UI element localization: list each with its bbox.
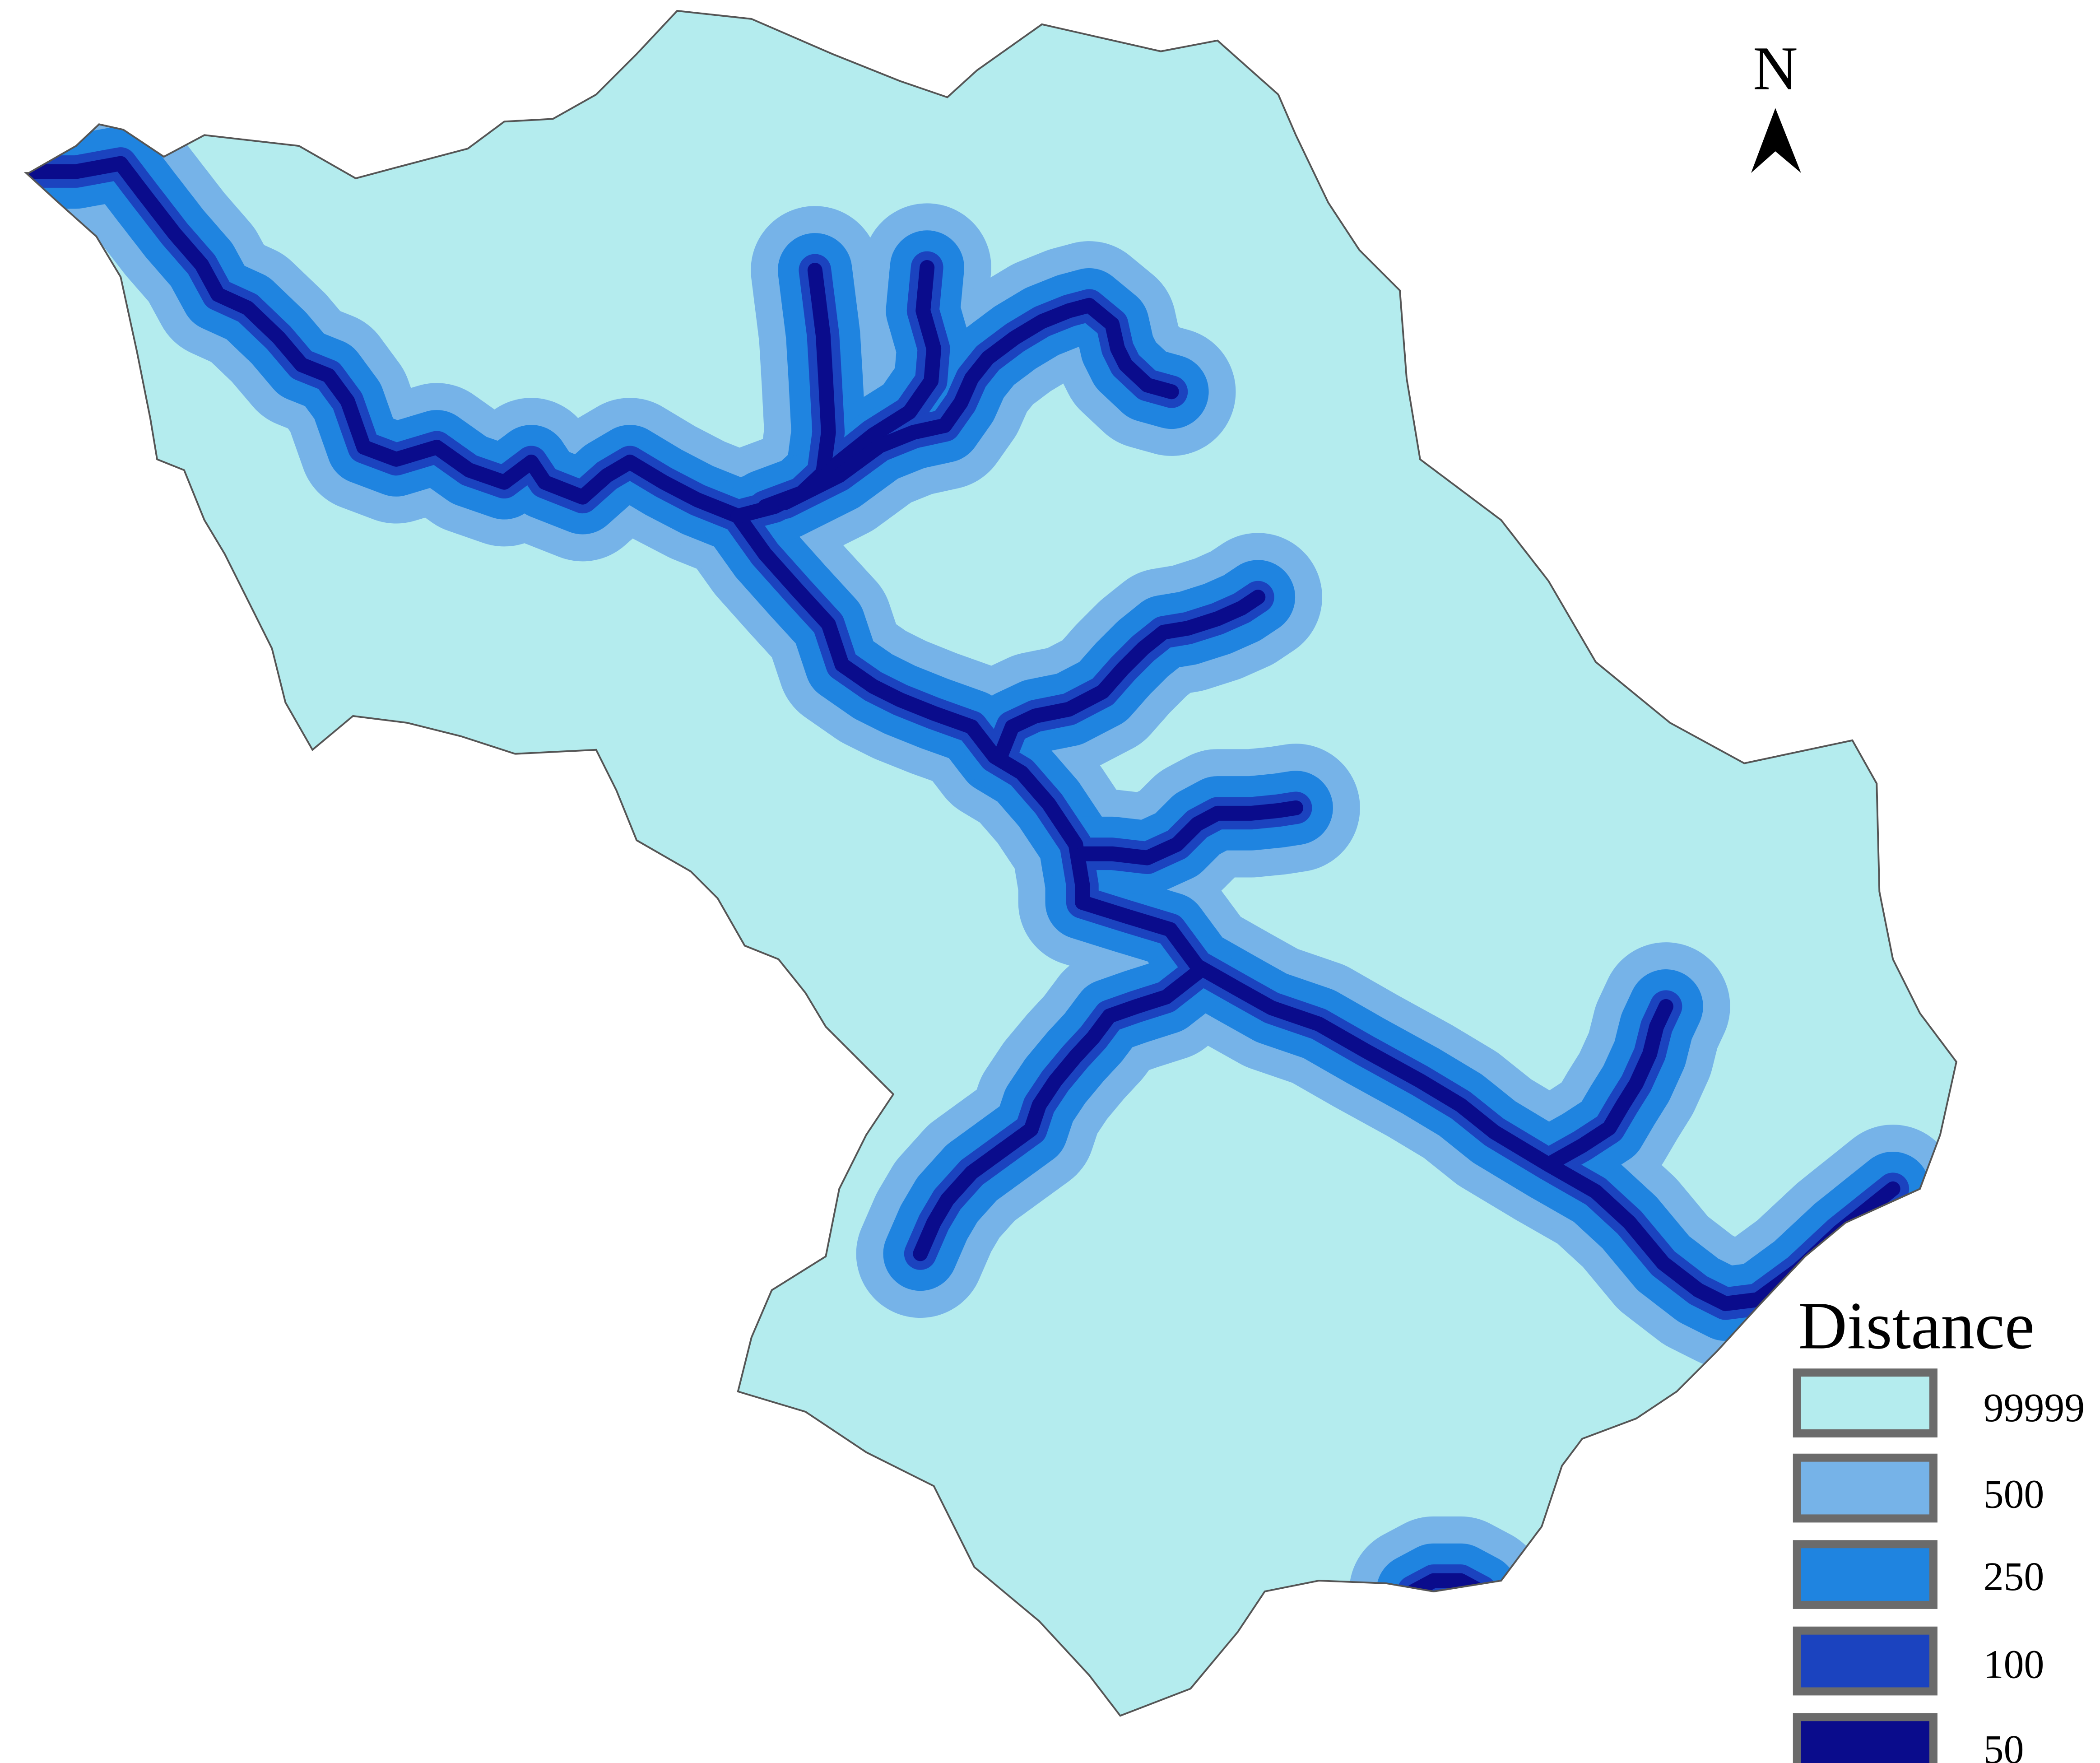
legend-title: Distance (1798, 1289, 2035, 1363)
stream-buffer-segment (994, 590, 1266, 762)
north-arrow: N (1751, 33, 1801, 173)
legend-swatch (1793, 1453, 1937, 1523)
legend-item: 99999 (1793, 1368, 2085, 1437)
legend-item: 50 (1793, 1713, 2024, 1763)
legend-label: 100 (1984, 1642, 2044, 1687)
legend-swatch (1793, 1540, 1937, 1609)
basin-region (26, 10, 1956, 1716)
legend-label: 500 (1984, 1472, 2044, 1516)
legend: Distance 99999 500 250 100 50 (1793, 1289, 2085, 1763)
legend-item: 250 (1793, 1540, 2044, 1609)
north-arrow-icon (1751, 108, 1801, 173)
legend-label: 50 (1984, 1727, 2024, 1763)
legend-item: 500 (1793, 1453, 2044, 1523)
legend-swatch (1793, 1713, 1937, 1763)
legend-swatch (1793, 1626, 1937, 1696)
legend-swatch (1793, 1368, 1937, 1437)
stream-buffer-segment (913, 965, 1205, 1261)
stream-buffer-segment (1075, 800, 1304, 865)
stream-buffer-segment (778, 298, 1179, 510)
legend-item: 100 (1793, 1626, 2044, 1696)
stream-buffer-segment (26, 156, 746, 524)
legend-label: 250 (1984, 1554, 2044, 1599)
stream-distance-buffers (26, 99, 1956, 1656)
legend-label: 99999 (1984, 1386, 2085, 1430)
stream-buffer-segment (1541, 999, 1673, 1172)
buffer-50-band (26, 156, 1900, 1599)
north-arrow-label: N (1753, 33, 1798, 102)
